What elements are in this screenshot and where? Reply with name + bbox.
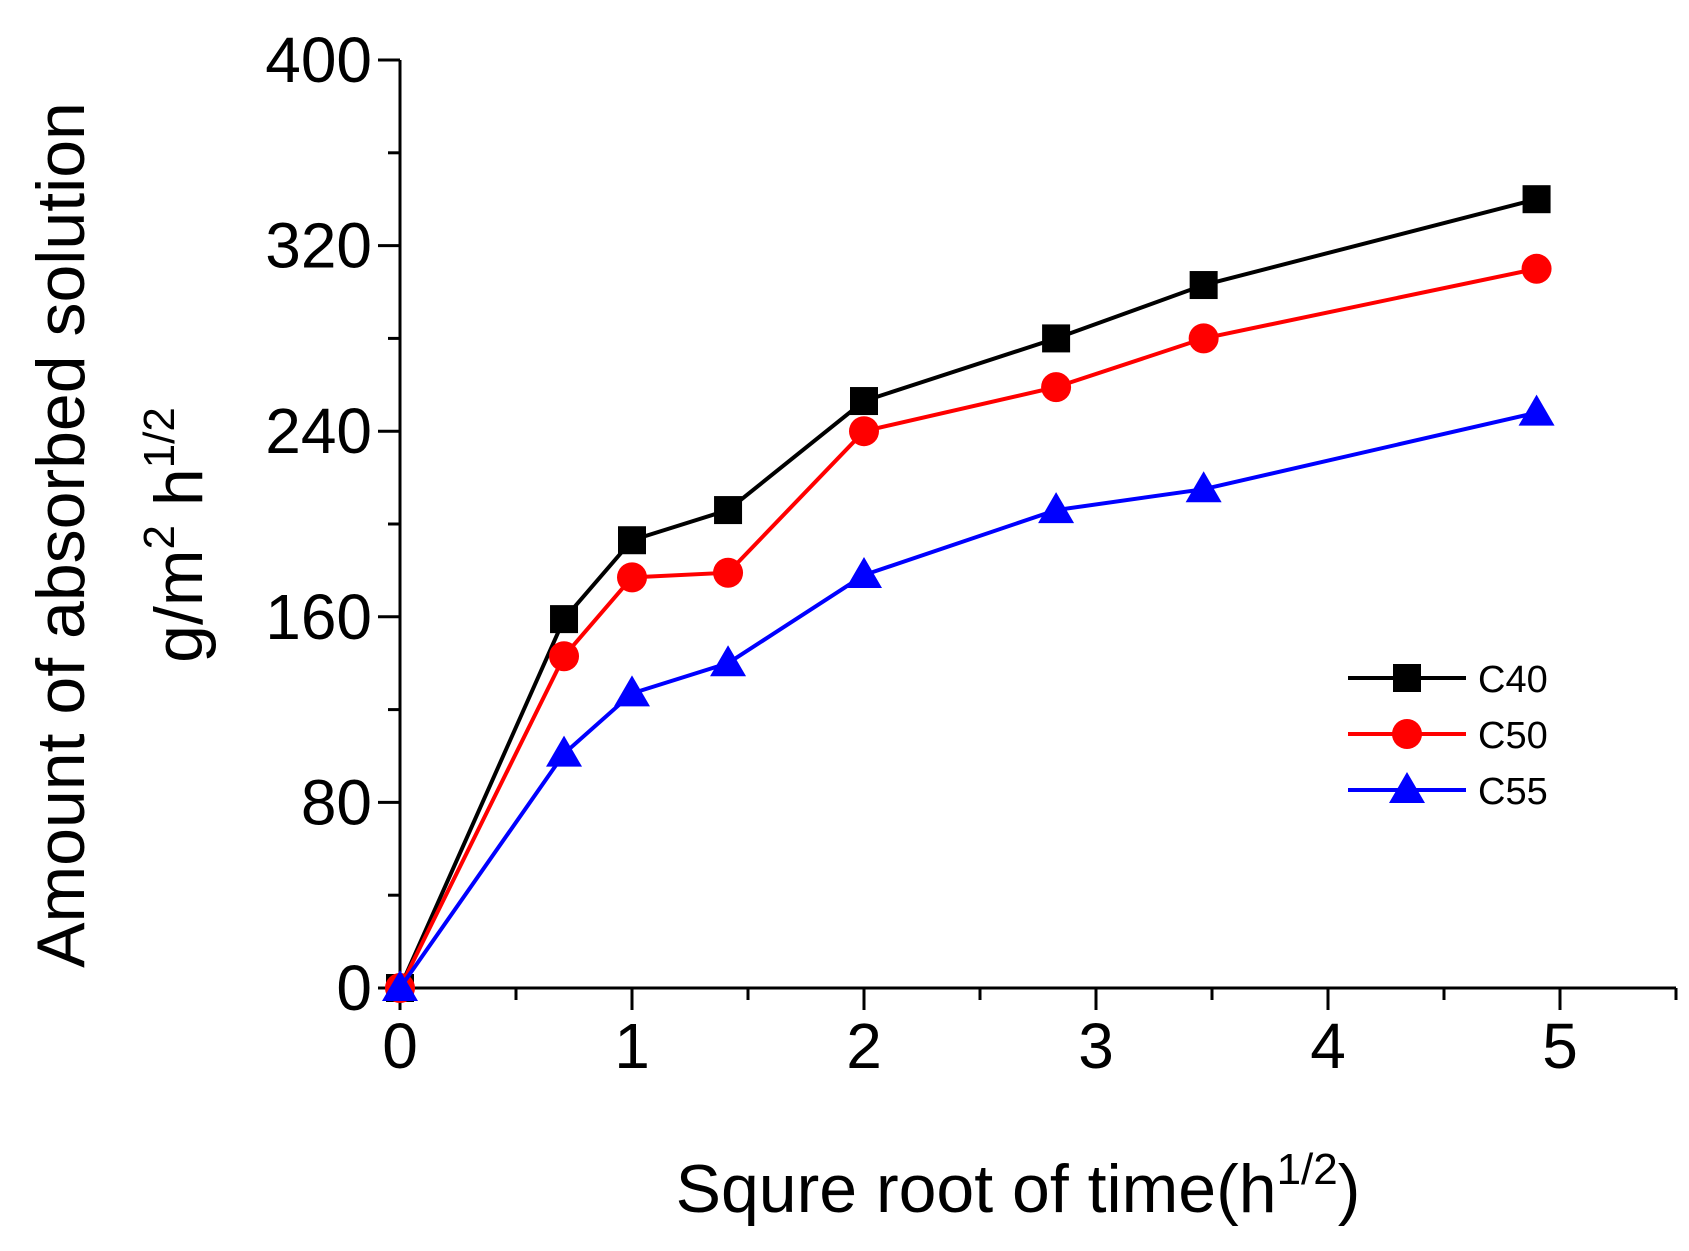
data-point-c55 — [614, 675, 650, 707]
series-line-c55 — [398, 410, 1538, 990]
y-tick-label: 240 — [265, 395, 372, 467]
x-tick-label: 3 — [1078, 1010, 1114, 1082]
y-axis-title: Amount of absorbed solution — [23, 102, 99, 968]
series-group — [382, 185, 1555, 1003]
x-tick-label: 5 — [1542, 1010, 1578, 1082]
data-point-c40 — [618, 526, 646, 555]
data-point-c55 — [1038, 492, 1075, 524]
data-point-c50 — [1521, 253, 1552, 284]
legend-marker — [1393, 664, 1421, 692]
legend-marker — [1392, 719, 1422, 749]
data-point-c40 — [550, 605, 579, 634]
series-line-c50 — [398, 266, 1537, 989]
y-tick-label: 160 — [265, 581, 372, 653]
legend-label: C50 — [1478, 715, 1548, 757]
legend-item-c50: C50 — [1348, 715, 1548, 757]
data-point-c40 — [714, 496, 743, 525]
data-point-c50 — [849, 416, 879, 447]
y-tick-label: 0 — [336, 952, 372, 1024]
x-tick-label: 4 — [1310, 1010, 1346, 1082]
y-tick-label: 80 — [301, 766, 372, 838]
data-point-c40 — [850, 387, 878, 416]
x-axis-title: Squre root of time(h1/2) — [676, 1145, 1361, 1227]
legend-item-c40: C40 — [1348, 659, 1548, 701]
series-c40 — [386, 185, 1551, 1002]
y-tick-label: 320 — [265, 210, 372, 282]
series-line-c40 — [398, 197, 1538, 989]
legend-label: C40 — [1478, 659, 1548, 701]
legend-label: C55 — [1478, 771, 1548, 813]
series-c55 — [382, 394, 1555, 1001]
x-tick-label: 0 — [382, 1010, 418, 1082]
y-axis-unit: g/m2 h1/2 — [135, 407, 217, 663]
axes: 0 80 160 240 320 400 0 1 2 3 4 5 — [265, 24, 1678, 1082]
legend: C40 C50 C55 — [1348, 659, 1548, 813]
data-point-c55 — [1518, 394, 1555, 426]
x-tick-label: 2 — [846, 1010, 882, 1082]
data-point-c50 — [549, 641, 580, 672]
legend-marker — [1389, 772, 1425, 803]
data-point-c55 — [546, 735, 583, 767]
data-point-c50 — [1041, 372, 1072, 403]
data-point-c55 — [382, 970, 418, 1001]
data-point-c40 — [1189, 271, 1218, 300]
data-point-c55 — [846, 557, 882, 589]
y-tick-label: 400 — [265, 24, 372, 96]
data-point-c50 — [1188, 323, 1219, 354]
data-point-c50 — [617, 562, 647, 593]
data-point-c40 — [1042, 324, 1071, 353]
legend-item-c55: C55 — [1348, 771, 1548, 813]
data-point-c40 — [1522, 185, 1551, 214]
x-tick-label: 1 — [614, 1010, 650, 1082]
data-point-c55 — [710, 645, 747, 677]
data-point-c55 — [1185, 471, 1222, 503]
data-point-c50 — [713, 557, 744, 588]
